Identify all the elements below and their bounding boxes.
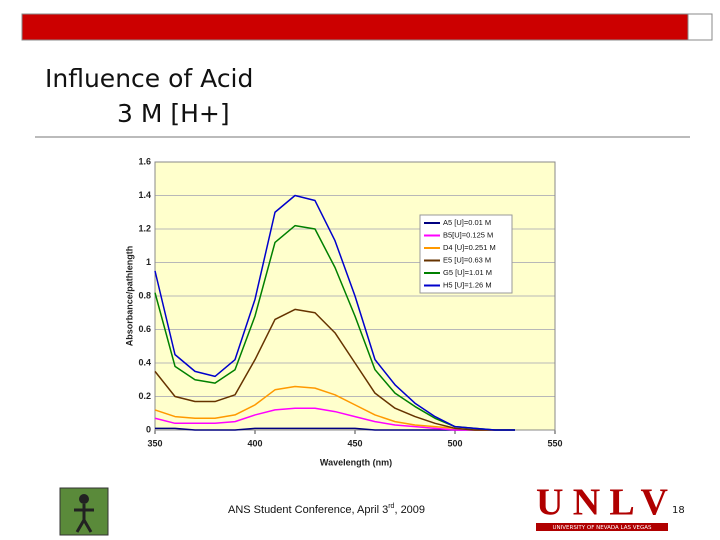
x-tick-label: 450: [347, 438, 362, 448]
logo-band: [536, 523, 668, 531]
legend-label: A5 [U]=0.01 M: [443, 218, 491, 227]
x-tick-label: 400: [247, 438, 262, 448]
chart: 0 0.2 0.4 0.6 0.8 1 1.2 1.4 1.6 350 400 450 500 550 A5…: [138, 156, 562, 448]
y-axis-label: Absorbance/pathlength: [124, 246, 134, 347]
x-axis-label: Wavelength (nm): [320, 457, 392, 467]
y-tick-label: 1: [146, 257, 151, 267]
y-tick-label: 1.4: [138, 190, 151, 200]
header-box: [687, 13, 713, 41]
legend-label: H5 [U]=1.26 M: [443, 280, 492, 289]
legend-label: G5 [U]=1.01 M: [443, 268, 492, 277]
y-tick-label: 0.6: [138, 324, 151, 334]
legend-label: B5[U]=0.125 M: [443, 230, 493, 239]
header-bar: [21, 13, 689, 41]
x-tick-label: 500: [447, 438, 462, 448]
page-number: 18: [672, 505, 685, 516]
y-tick-label: 0.2: [138, 391, 151, 401]
y-tick-label: 0.8: [138, 290, 151, 300]
footer-text: ANS Student Conference, April 3: [228, 504, 388, 516]
slide-title: Influence of Acid: [45, 64, 253, 93]
series-line: [154, 308, 515, 431]
legend-box: [419, 214, 513, 294]
footer-sup: rd: [388, 503, 394, 510]
x-tick-label: 550: [547, 438, 562, 448]
y-tick-label: 0: [146, 424, 151, 434]
logo-figure: [74, 504, 94, 533]
footer-text: , 2009: [394, 504, 425, 516]
slide-subtitle: 3 M [H+]: [117, 99, 230, 128]
x-tick-label: 350: [147, 438, 162, 448]
logo-left: [59, 487, 109, 536]
y-tick-label: 0.4: [138, 357, 151, 367]
logo-subtext: UNIVERSITY OF NEVADA LAS VEGAS: [553, 525, 653, 531]
legend-label: D4 [U]=0.251 M: [443, 243, 496, 252]
series-line: [154, 194, 515, 431]
y-tick-label: 1.6: [138, 156, 151, 166]
y-tick-label: 1.2: [138, 223, 151, 233]
legend-label: E5 [U]=0.63 M: [443, 255, 491, 264]
plot-border: [154, 161, 556, 431]
logo-text: UNLV: [536, 482, 669, 524]
series-line: [154, 407, 515, 431]
logo-figure: [79, 494, 89, 504]
footer: ANS Student Conference, April 3rd, 2009: [228, 503, 425, 516]
